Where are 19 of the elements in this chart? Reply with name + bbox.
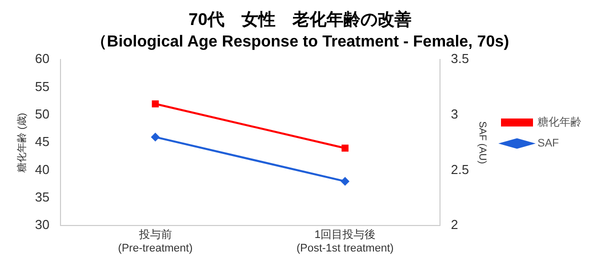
y2-tick-label: 2.5 xyxy=(450,162,470,177)
y2-tick-label: 2 xyxy=(450,217,458,232)
chart-title: 70代 女性 老化年齢の改善 xyxy=(188,8,412,29)
y-axis-title: 糖化年齢 (歳) xyxy=(16,112,28,172)
y-tick-label: 60 xyxy=(34,51,50,66)
x-tick-label: 投与前 (Pre-treatment) xyxy=(118,228,193,254)
y2-tick-label: 3 xyxy=(450,106,458,122)
y2-tick-label: 3.5 xyxy=(450,51,470,66)
y-tick-label: 35 xyxy=(34,190,50,205)
y-tick-label: 50 xyxy=(34,106,50,122)
chart-subtitle: （Biological Age Response to Treatment - Female, 70s) xyxy=(90,33,510,50)
y-tick-label: 40 xyxy=(34,162,50,177)
y-tick-label: 45 xyxy=(34,134,50,150)
y2-axis-title: SAF (AU) xyxy=(476,121,488,164)
y-tick-label: 30 xyxy=(34,217,50,232)
legend-label: SAF xyxy=(538,138,560,150)
y-tick-label: 55 xyxy=(34,78,50,94)
x-tick-label: 1回目投与後 (Post-1st treatment) xyxy=(296,228,394,254)
legend-label: 糖化年齢 xyxy=(538,116,582,129)
